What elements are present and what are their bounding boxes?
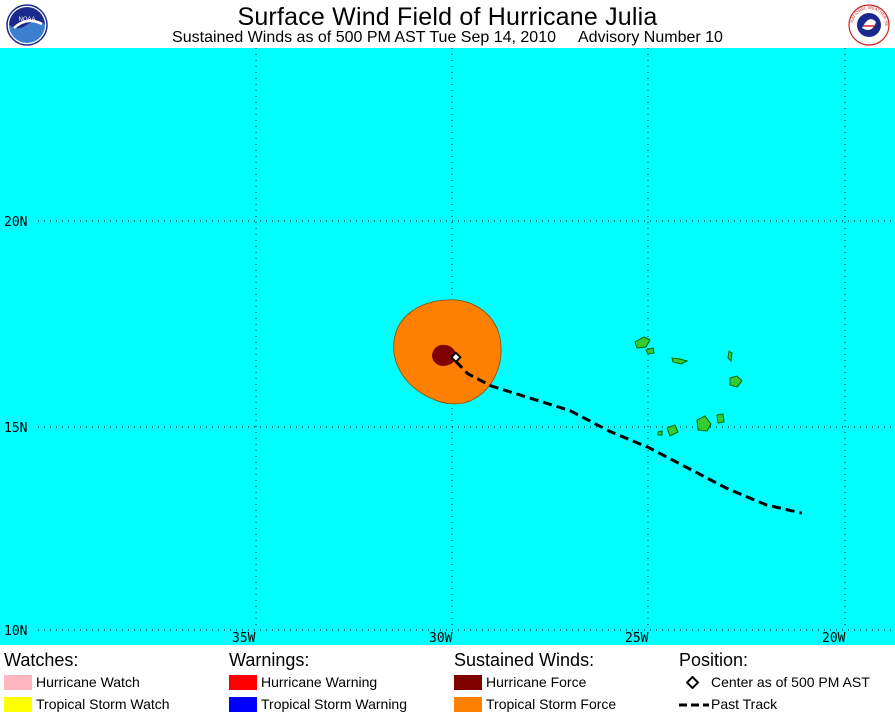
legend-warnings-heading: Warnings: — [229, 650, 310, 670]
lon-label-25w: 25W — [625, 631, 649, 645]
legend-warnings: Warnings: Hurricane Warning Tropical Sto… — [229, 645, 407, 715]
island-boa-vista — [729, 375, 743, 388]
subtitle-advisory: Advisory Number 10 — [578, 29, 723, 46]
legend-watches-heading: Watches: — [4, 650, 79, 670]
legend-sustained-winds: Sustained Winds: Hurricane Force Tropica… — [454, 645, 616, 715]
tropical-storm-watch-swatch — [4, 697, 32, 712]
island-sal — [727, 350, 733, 363]
hurricane-warning-swatch — [229, 675, 257, 690]
lat-label-15n: 15N — [4, 421, 27, 436]
hurricane-force-label: Hurricane Force — [486, 674, 587, 690]
tropical-storm-warning-label: Tropical Storm Warning — [261, 696, 408, 712]
island-santiago — [696, 415, 712, 432]
legend-item-hurricane-warning: Hurricane Warning — [229, 671, 377, 693]
cape-verde-islands — [634, 336, 743, 437]
tropical-storm-warning-swatch — [229, 697, 257, 712]
lon-labels: 35W 30W 25W 20W — [232, 631, 846, 645]
legend-item-hurricane-force: Hurricane Force — [454, 671, 594, 693]
island-maio — [716, 413, 725, 424]
center-diamond-icon — [686, 676, 699, 689]
map-subtitle: Sustained Winds as of 500 PM AST Tue Sep… — [0, 29, 895, 47]
legend-position: Position: Center as of 500 PM AST Past T… — [679, 645, 870, 715]
hurricane-warning-label: Hurricane Warning — [261, 674, 378, 690]
lat-label-20n: 20N — [4, 215, 27, 230]
wind-field-map: 20N 15N 10N 35W 30W 25W 20W — [0, 48, 895, 645]
subtitle-time: Sustained Winds as of 500 PM AST Tue Sep… — [172, 29, 556, 46]
island-brava — [657, 430, 663, 436]
hurricane-watch-swatch — [4, 675, 32, 690]
legend: Watches: Hurricane Watch Tropical Storm … — [0, 645, 895, 716]
lon-label-20w: 20W — [822, 631, 846, 645]
lat-labels: 20N 15N 10N — [4, 215, 27, 639]
island-santo-antao — [634, 336, 651, 349]
hurricane-watch-label: Hurricane Watch — [36, 674, 140, 690]
past-track-icon — [679, 703, 709, 707]
svg-text:NOAA: NOAA — [18, 17, 35, 23]
legend-item-past-track: Past Track — [679, 693, 777, 715]
lat-label-10n: 10N — [4, 624, 27, 639]
map-title: Surface Wind Field of Hurricane Julia — [237, 3, 658, 31]
storm-center-marker — [450, 351, 462, 364]
legend-item-hurricane-watch: Hurricane Watch — [4, 671, 140, 693]
noaa-logo: NOAA — [6, 4, 48, 46]
legend-item-tropical-storm-watch: Tropical Storm Watch — [4, 693, 170, 715]
legend-position-heading: Position: — [679, 650, 749, 670]
island-sao-nicolau — [671, 357, 689, 365]
lon-label-35w: 35W — [232, 631, 256, 645]
graticule — [38, 48, 895, 631]
past-track-label: Past Track — [711, 696, 778, 712]
hurricane-force-wind-area — [432, 344, 457, 366]
center-label: Center as of 500 PM AST — [711, 674, 870, 690]
legend-watches: Watches: Hurricane Watch Tropical Storm … — [4, 645, 170, 715]
island-fogo — [666, 424, 679, 437]
tropical-storm-force-swatch — [454, 697, 482, 712]
tropical-storm-force-label: Tropical Storm Force — [486, 696, 617, 712]
header: NOAA Surface Wind Field of Hurricane Jul… — [0, 0, 895, 48]
tropical-storm-watch-label: Tropical Storm Watch — [36, 696, 170, 712]
hurricane-force-swatch — [454, 675, 482, 690]
island-sao-vicente — [645, 347, 655, 355]
lon-label-30w: 30W — [429, 631, 453, 645]
legend-item-center: Center as of 500 PM AST — [679, 671, 870, 693]
legend-item-tropical-storm-force: Tropical Storm Force — [454, 693, 616, 715]
past-track — [454, 360, 803, 515]
nws-logo: NATIONAL WEATHER SERVICE — [848, 4, 890, 46]
legend-item-tropical-storm-warning: Tropical Storm Warning — [229, 693, 407, 715]
legend-winds-heading: Sustained Winds: — [454, 650, 595, 670]
